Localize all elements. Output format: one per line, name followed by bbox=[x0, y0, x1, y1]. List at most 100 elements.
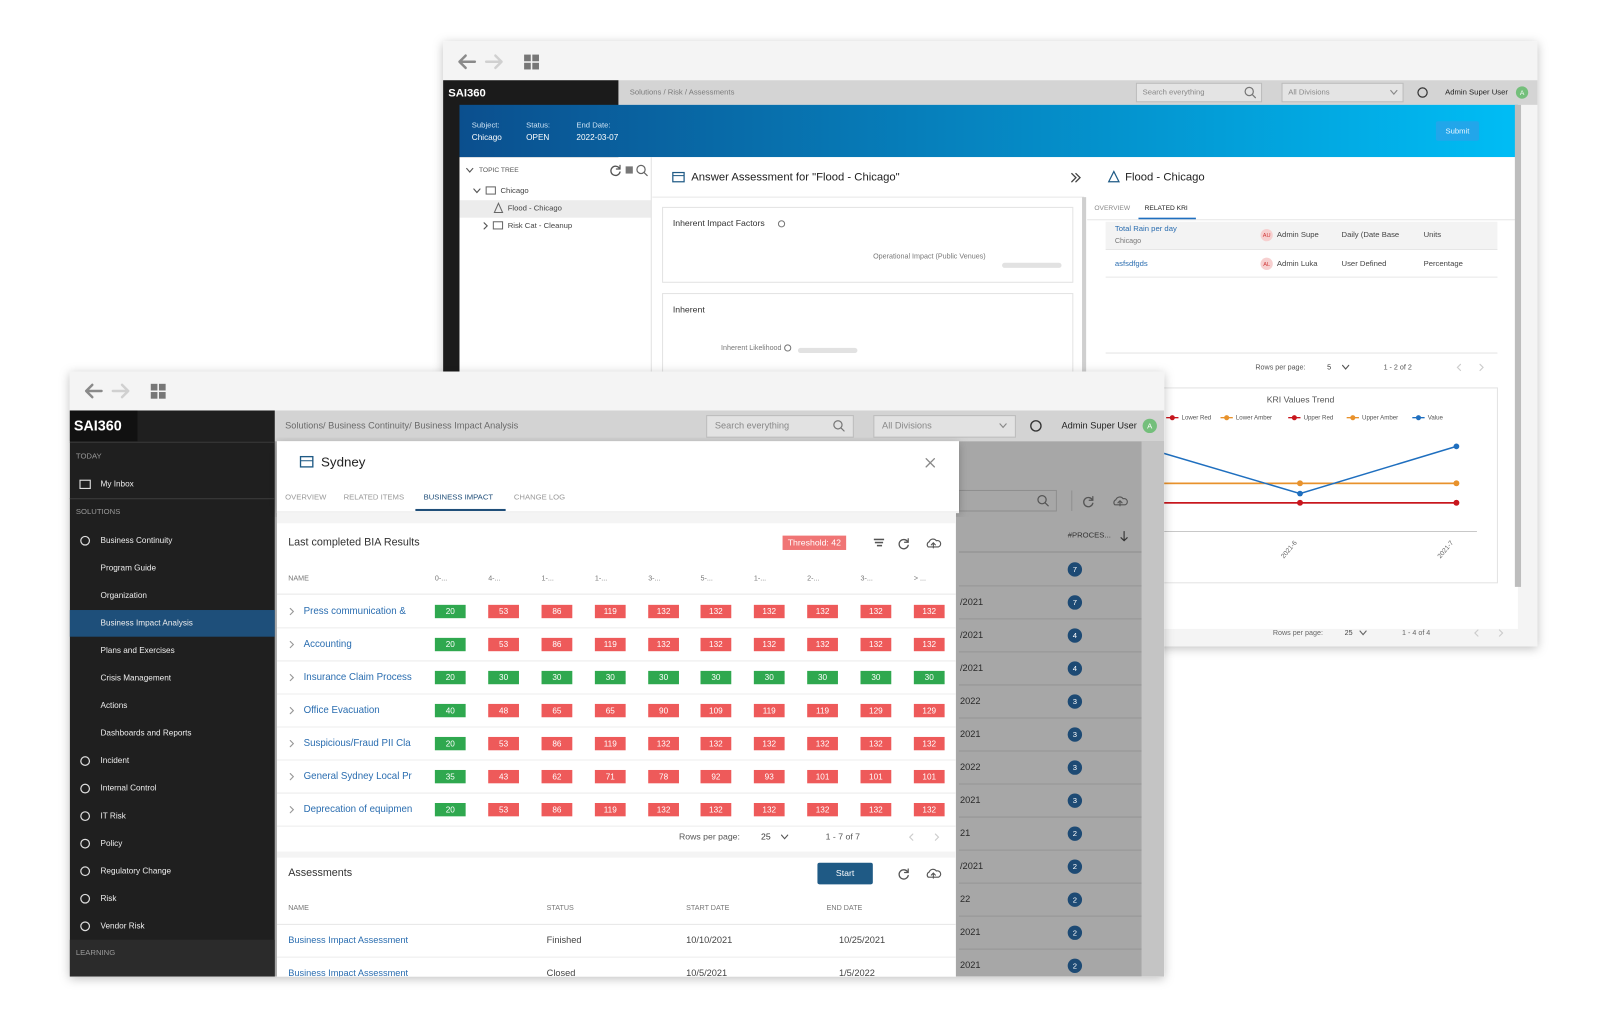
impact-value: 65 bbox=[552, 706, 562, 715]
sort-icon bbox=[1120, 530, 1128, 542]
forward-arrow bbox=[111, 383, 130, 399]
search-box[interactable] bbox=[706, 415, 854, 438]
front-window: SAI360 TODAY My Inbox SOLUTIONS Business Con… bbox=[69, 371, 1165, 978]
legend-label: Lower Amber bbox=[1236, 414, 1272, 421]
nav-item[interactable]: Risk bbox=[101, 894, 118, 903]
impact-value: 132 bbox=[762, 805, 776, 814]
tab[interactable]: RELATED KRI bbox=[1145, 205, 1188, 212]
tab[interactable]: CHANGE LOG bbox=[514, 493, 565, 502]
avatar bbox=[1515, 86, 1529, 99]
impact-value: 119 bbox=[604, 607, 617, 616]
legend-label: Value bbox=[1428, 414, 1444, 421]
download-icon bbox=[926, 538, 942, 549]
legend-marker bbox=[1291, 415, 1297, 421]
impact-value: 78 bbox=[659, 772, 669, 781]
risk-icon bbox=[493, 202, 504, 214]
nav-item[interactable]: Policy bbox=[101, 839, 124, 848]
legend-label: Lower Red bbox=[1182, 414, 1212, 421]
modal-content: Last completed BIA Results Threshold: 42 N… bbox=[276, 513, 956, 978]
nav-item[interactable]: Crisis Management bbox=[101, 674, 172, 683]
row-highlight bbox=[1105, 221, 1498, 250]
pager-arrows bbox=[908, 833, 940, 841]
list-date: /2021 bbox=[960, 630, 983, 640]
impact-value: 62 bbox=[552, 772, 562, 781]
tab[interactable]: OVERVIEW bbox=[1094, 205, 1130, 212]
kri-name[interactable]: asfsdfgds bbox=[1115, 259, 1148, 268]
nav-item[interactable]: Incident bbox=[101, 756, 130, 765]
process-name[interactable]: Insurance Claim Process bbox=[304, 672, 412, 683]
refresh-icon bbox=[903, 538, 909, 543]
kri-name[interactable]: Total Rain per day bbox=[1115, 224, 1177, 233]
process-name[interactable]: Deprecation of equipmen bbox=[304, 804, 413, 815]
nav-item[interactable]: My Inbox bbox=[101, 480, 134, 489]
nav-item[interactable]: Regulatory Change bbox=[101, 866, 172, 875]
field-label: Status: bbox=[526, 120, 550, 129]
tree-item[interactable]: Flood - Chicago bbox=[508, 203, 562, 212]
impact-cell bbox=[541, 637, 573, 652]
impact-value: 86 bbox=[552, 739, 562, 748]
nav-item[interactable]: Plans and Exercises bbox=[101, 646, 175, 655]
trend-point bbox=[1297, 490, 1303, 497]
impact-cell bbox=[434, 637, 466, 652]
process-name[interactable]: Press communication & bbox=[304, 606, 407, 617]
count-badge bbox=[1067, 694, 1083, 709]
impact-value: 132 bbox=[922, 739, 936, 748]
process-name[interactable]: Suspicious/Fraud PII Cla bbox=[304, 738, 412, 749]
search-box[interactable] bbox=[1135, 82, 1263, 103]
impact-cell bbox=[700, 769, 732, 784]
count-badge bbox=[1067, 562, 1083, 577]
expand-caret bbox=[289, 773, 295, 781]
slider bbox=[1002, 262, 1062, 268]
nav-item[interactable]: Program Guide bbox=[101, 563, 157, 572]
impact-cell bbox=[541, 736, 573, 751]
trend-point bbox=[1297, 480, 1303, 487]
division-select[interactable] bbox=[1281, 82, 1404, 103]
nav-item[interactable]: Internal Control bbox=[101, 784, 157, 793]
avatar-initial: A bbox=[1147, 421, 1153, 430]
tree-selected bbox=[459, 200, 652, 218]
process-name[interactable]: Office Evacuation bbox=[304, 705, 380, 716]
division-select[interactable] bbox=[873, 415, 1016, 438]
impact-value: 93 bbox=[765, 772, 775, 781]
nav-item[interactable]: Dashboards and Reports bbox=[101, 729, 192, 738]
count: 3 bbox=[1073, 796, 1077, 805]
collapse-icon bbox=[1071, 172, 1081, 183]
info-icon bbox=[777, 220, 786, 228]
submit-button[interactable] bbox=[1435, 121, 1479, 141]
process-name[interactable]: General Sydney Local Pr bbox=[304, 771, 413, 782]
column-header: 0-... bbox=[435, 575, 447, 583]
impact-cell bbox=[434, 803, 466, 817]
nav-item[interactable]: Business Continuity bbox=[101, 536, 174, 545]
assessment-name[interactable]: Business Impact Assessment bbox=[288, 935, 408, 945]
impact-cell bbox=[594, 604, 626, 619]
kri-sub: Chicago bbox=[1115, 237, 1141, 245]
nav-item[interactable]: Actions bbox=[101, 701, 128, 710]
tree-item[interactable]: Risk Cat - Cleanup bbox=[508, 221, 573, 230]
breadcrumb: Solutions/ Business Continuity/ Business… bbox=[285, 420, 519, 430]
record-header bbox=[459, 104, 1518, 158]
start-button[interactable] bbox=[817, 862, 873, 885]
tab[interactable]: BUSINESS IMPACT bbox=[424, 493, 494, 502]
nav-item[interactable]: Organization bbox=[101, 591, 148, 600]
impact-cell bbox=[807, 703, 838, 718]
impact-cell bbox=[594, 736, 626, 751]
field-value: Chicago bbox=[472, 133, 502, 142]
nav-item[interactable]: Vendor Risk bbox=[101, 921, 146, 930]
modal-title: Sydney bbox=[321, 454, 366, 469]
impact-cell bbox=[860, 604, 892, 619]
assessment-name[interactable]: Business Impact Assessment bbox=[288, 968, 408, 978]
process-name[interactable]: Accounting bbox=[304, 639, 352, 650]
tab[interactable]: RELATED ITEMS bbox=[344, 493, 405, 502]
impact-cell bbox=[753, 736, 785, 751]
impact-value: 35 bbox=[446, 772, 456, 781]
impact-cell bbox=[700, 803, 732, 817]
tab[interactable]: OVERVIEW bbox=[285, 493, 327, 502]
nav-item[interactable]: IT Risk bbox=[101, 811, 127, 820]
initials: AU bbox=[1263, 233, 1271, 239]
tree-item[interactable]: Chicago bbox=[501, 186, 529, 195]
list-date: 2021 bbox=[960, 960, 981, 970]
impact-value: 129 bbox=[869, 706, 883, 715]
impact-value: 119 bbox=[604, 640, 617, 649]
nav-item[interactable]: Business Impact Analysis bbox=[101, 619, 193, 628]
